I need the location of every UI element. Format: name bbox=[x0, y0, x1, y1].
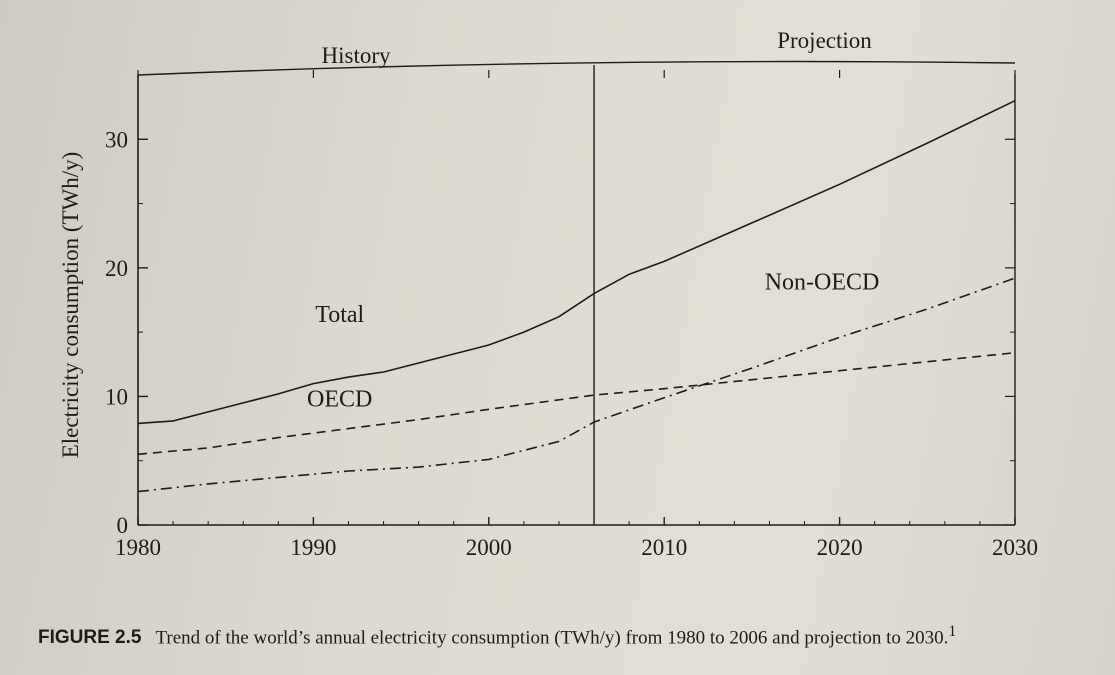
figure-number: FIGURE 2.5 bbox=[38, 627, 142, 649]
y-tick-label: 20 bbox=[105, 256, 128, 281]
x-tick-label: 2030 bbox=[992, 535, 1038, 560]
series-line-total bbox=[137, 99, 1016, 425]
annotation-total: Total bbox=[315, 302, 364, 328]
y-tick-label: 0 bbox=[117, 513, 129, 538]
annotation-non-oecd: Non-OECD bbox=[765, 270, 880, 296]
annotation-oecd: OECD bbox=[307, 387, 372, 413]
region-label-history: History bbox=[322, 43, 392, 68]
x-tick-label: 1990 bbox=[290, 535, 336, 560]
series-line-oecd bbox=[137, 351, 1016, 456]
y-tick-label: 30 bbox=[105, 127, 128, 152]
top-axis-line bbox=[137, 60, 1016, 76]
region-label-projection: Projection bbox=[777, 28, 872, 53]
y-axis-label: Electricity consumption (TWh/y) bbox=[58, 152, 83, 459]
x-tick-label: 2020 bbox=[817, 535, 863, 560]
y-tick-label: 10 bbox=[105, 384, 128, 409]
x-tick-label: 2010 bbox=[641, 535, 687, 560]
x-tick-label: 1980 bbox=[115, 535, 161, 560]
x-tick-label: 2000 bbox=[466, 535, 512, 560]
caption-footnote: 1 bbox=[948, 623, 957, 640]
caption-text: Trend of the world’s annual electricity … bbox=[155, 627, 949, 649]
series-line-non-oecd bbox=[137, 277, 1016, 493]
figure-caption: FIGURE 2.5 Trend of the world’s annual el… bbox=[38, 620, 1078, 650]
